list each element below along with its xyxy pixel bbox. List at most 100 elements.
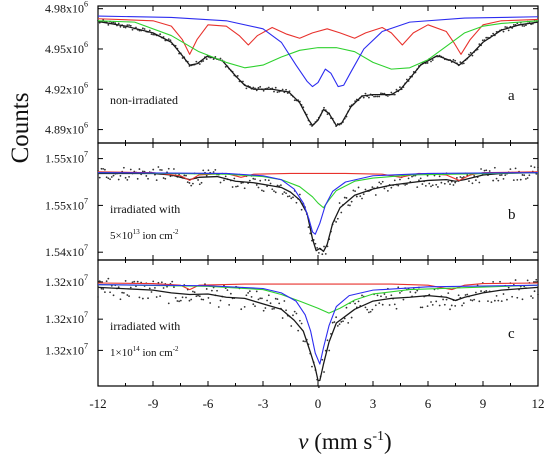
data-point xyxy=(124,176,127,179)
data-point xyxy=(336,325,339,327)
data-point xyxy=(431,184,434,187)
y-tick-exponent: 6 xyxy=(84,40,88,49)
y-tick-exponent: 6 xyxy=(84,121,88,130)
y-tick-exponent: 7 xyxy=(84,273,88,282)
data-point xyxy=(217,306,220,308)
data-point xyxy=(179,299,182,302)
data-point xyxy=(167,302,170,305)
data-point xyxy=(488,170,491,172)
x-axis-label-unit-exponent: -1 xyxy=(372,429,384,444)
data-point xyxy=(162,287,165,289)
data-point xyxy=(286,195,289,198)
data-point xyxy=(183,174,186,177)
y-tick-mantissa: 1.32x10 xyxy=(45,275,84,289)
data-point xyxy=(426,62,429,64)
data-point xyxy=(497,299,500,302)
data-point xyxy=(352,189,355,192)
green-component-curve xyxy=(97,284,539,314)
data-point xyxy=(478,43,481,46)
data-point xyxy=(136,177,139,180)
data-point xyxy=(399,292,401,294)
data-point xyxy=(373,95,375,98)
data-point xyxy=(335,316,338,319)
data-point xyxy=(437,186,439,188)
data-point xyxy=(133,280,136,283)
data-point xyxy=(317,386,320,388)
data-point xyxy=(343,317,346,320)
data-point xyxy=(497,179,500,182)
data-point xyxy=(492,32,495,35)
data-point xyxy=(316,246,319,249)
data-point xyxy=(231,186,234,188)
data-point xyxy=(386,95,389,97)
y-tick-exponent: 6 xyxy=(84,0,88,9)
y-tick-exponent: 7 xyxy=(84,341,88,350)
data-point xyxy=(214,55,217,58)
data-point xyxy=(512,24,515,26)
data-point xyxy=(298,319,301,322)
data-point xyxy=(393,93,396,96)
data-point xyxy=(295,312,298,315)
dose-unit-exponent: -2 xyxy=(173,345,179,353)
data-point xyxy=(428,182,431,185)
data-point xyxy=(164,177,167,180)
data-point xyxy=(307,226,310,229)
data-point xyxy=(192,290,194,293)
data-point xyxy=(145,175,148,177)
data-point xyxy=(210,289,213,292)
data-point xyxy=(154,286,156,289)
data-point xyxy=(128,295,130,298)
data-point xyxy=(480,168,482,170)
data-point xyxy=(297,329,300,332)
data-point xyxy=(537,166,539,169)
y-tick-exponent: 7 xyxy=(84,243,88,252)
data-point xyxy=(200,181,203,184)
data-point xyxy=(347,321,350,324)
data-point xyxy=(188,299,191,302)
data-point xyxy=(98,280,101,283)
data-point xyxy=(528,174,531,177)
data-point xyxy=(366,308,369,311)
data-point xyxy=(418,179,420,182)
data-point xyxy=(535,172,538,175)
data-point xyxy=(264,307,267,309)
data-point xyxy=(264,179,267,181)
blue-component-curve xyxy=(97,172,539,235)
dose-exponent: 14 xyxy=(133,345,141,353)
data-point xyxy=(459,61,462,64)
panel-label: a xyxy=(508,88,515,104)
data-point xyxy=(521,298,524,301)
data-point xyxy=(285,192,287,195)
data-point xyxy=(435,300,438,303)
panel-label: c xyxy=(508,326,515,342)
data-point xyxy=(376,294,379,297)
data-point xyxy=(535,278,538,281)
data-point xyxy=(485,290,488,292)
data-point xyxy=(357,186,360,189)
data-point xyxy=(364,306,367,309)
data-point xyxy=(117,22,120,25)
y-tick-mantissa: 1.32x10 xyxy=(45,343,84,357)
data-point xyxy=(350,200,353,203)
data-point xyxy=(174,296,177,299)
data-point xyxy=(290,325,293,327)
data-point xyxy=(173,168,175,170)
y-tick-exponent: 7 xyxy=(84,196,88,205)
data-point xyxy=(499,280,501,283)
data-point xyxy=(485,36,488,39)
data-point xyxy=(474,291,477,294)
data-point xyxy=(469,51,472,54)
x-tick-label: 9 xyxy=(480,396,487,411)
data-point xyxy=(504,174,507,177)
data-point xyxy=(226,289,229,292)
x-axis-label-close: ) xyxy=(384,429,392,454)
data-point xyxy=(259,297,262,300)
data-point xyxy=(399,178,401,181)
fit-curve xyxy=(97,20,539,127)
data-point xyxy=(471,299,474,302)
data-point xyxy=(122,292,125,294)
data-point xyxy=(500,174,503,176)
dose-unit-exponent: -2 xyxy=(173,228,179,236)
data-point xyxy=(462,302,465,305)
data-point xyxy=(380,295,382,298)
